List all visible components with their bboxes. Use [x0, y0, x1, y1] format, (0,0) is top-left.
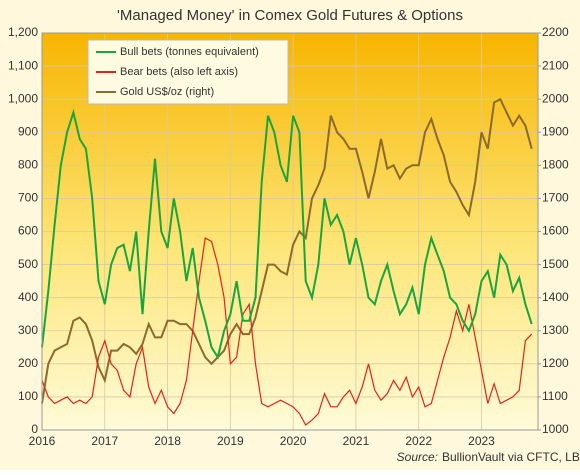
plot-border	[41, 32, 539, 431]
series-line	[41, 97, 533, 404]
y-tick-label: 300	[18, 323, 38, 337]
y2-tick-label: 2100	[542, 58, 569, 72]
y-tick-label: 1,100	[8, 58, 38, 72]
source-label: Source:	[397, 450, 438, 464]
y-tick-label: 100	[18, 389, 38, 403]
y-tick-label: 500	[18, 257, 38, 271]
series-line	[41, 237, 533, 426]
y-tick-label: 700	[18, 191, 38, 205]
legend-label: Gold US$/oz (right)	[120, 86, 214, 98]
x-tick-label: 2021	[343, 434, 370, 448]
x-tick-label: 2019	[217, 434, 244, 448]
legend-label: Bear bets (also left axis)	[120, 66, 238, 78]
x-tick-label: 2017	[91, 434, 118, 448]
x-tick-label: 2023	[468, 434, 495, 448]
lines	[41, 97, 533, 426]
y2-tick-label: 1900	[542, 124, 569, 138]
y-tick-label: 600	[18, 224, 38, 238]
y2-tick-label: 2200	[542, 25, 569, 39]
legend-label: Bull bets (tonnes equivalent)	[120, 46, 259, 58]
series-line	[41, 108, 533, 360]
y2-tick-label: 1700	[542, 191, 569, 205]
y2-tick-label: 1500	[542, 257, 569, 271]
x-tick-label: 2018	[154, 434, 181, 448]
y-tick-label: 1,200	[8, 25, 38, 39]
y-tick-label: 800	[18, 158, 38, 172]
legend-box	[87, 39, 289, 105]
y2-tick-label: 1200	[542, 356, 569, 370]
y-tick-label: 1,000	[8, 91, 38, 105]
y2-tick-label: 1400	[542, 290, 569, 304]
x-tick-label: 2020	[280, 434, 307, 448]
y2-tick-label: 1100	[542, 389, 568, 403]
chart-title: 'Managed Money' in Comex Gold Futures & …	[117, 7, 463, 24]
y2-tick-label: 1300	[542, 323, 569, 337]
y2-tick-label: 1000	[542, 422, 569, 436]
y-tick-label: 900	[18, 124, 38, 138]
y-tick-label: 200	[18, 356, 38, 370]
y2-tick-label: 1800	[542, 158, 569, 172]
x-tick-label: 2022	[405, 434, 432, 448]
x-tick-label: 2016	[29, 434, 56, 448]
y2-tick-label: 1600	[542, 224, 569, 238]
y2-tick-label: 2000	[542, 91, 569, 105]
y-tick-label: 0	[31, 422, 38, 436]
y-tick-label: 400	[18, 290, 38, 304]
source-text: BullionVault via CFTC, LBMA	[442, 450, 580, 464]
legend: Bull bets (tonnes equivalent) Bear bets (…	[87, 39, 289, 105]
